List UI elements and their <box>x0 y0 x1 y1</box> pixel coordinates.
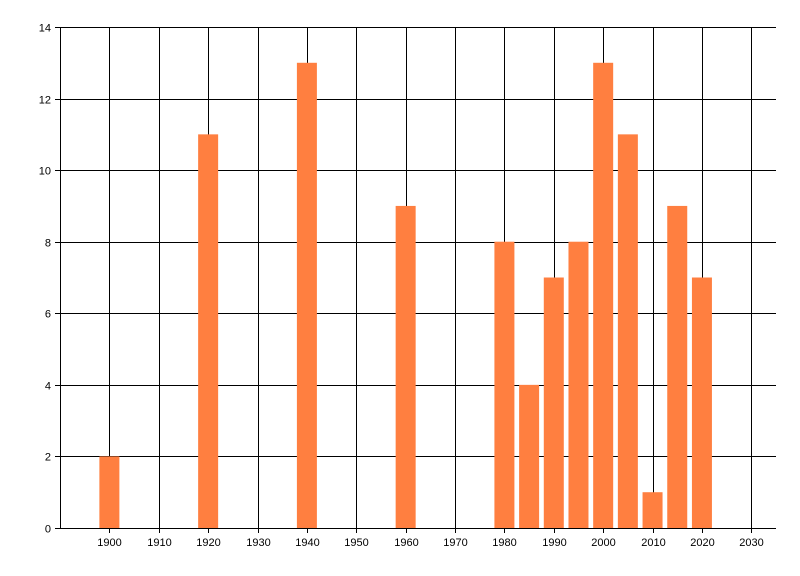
x-tick-label: 1920 <box>196 537 220 549</box>
x-tick-label: 1960 <box>394 537 418 549</box>
bar <box>691 277 712 528</box>
tick-labels: 0 2 4 6 8 10 12 14 1900 1910 1920 1930 1940 1950 1960 1… <box>39 23 764 550</box>
y-tick-label: 6 <box>45 309 51 321</box>
bar <box>198 134 219 528</box>
x-tick-label: 1930 <box>246 537 270 549</box>
bar <box>642 492 663 528</box>
x-tick-label: 1940 <box>295 537 319 549</box>
x-tick-label: 1900 <box>97 537 121 549</box>
x-tick-label: 1980 <box>492 537 516 549</box>
axes <box>55 27 776 533</box>
bar <box>593 62 614 529</box>
bar <box>395 205 416 528</box>
x-tick-label: 2030 <box>739 537 763 549</box>
bar <box>99 456 120 528</box>
x-tick-label: 1990 <box>542 537 566 549</box>
bar <box>519 384 540 528</box>
y-tick-label: 4 <box>45 381 51 393</box>
bars <box>99 62 712 529</box>
x-tick-label: 1950 <box>344 537 368 549</box>
y-tick-label: 8 <box>45 238 51 250</box>
x-tick-label: 2000 <box>591 537 615 549</box>
bar <box>494 241 515 528</box>
x-tick-label: 2010 <box>641 537 665 549</box>
y-tick-label: 2 <box>45 452 51 464</box>
bar <box>667 205 688 528</box>
bar <box>296 62 317 529</box>
x-tick-label: 2020 <box>690 537 714 549</box>
bar <box>617 134 638 528</box>
bar <box>543 277 564 528</box>
y-tick-label: 12 <box>39 95 51 107</box>
y-tick-label: 0 <box>45 524 51 536</box>
x-tick-label: 1970 <box>443 537 467 549</box>
bar <box>568 241 589 528</box>
y-tick-label: 14 <box>39 23 51 35</box>
x-tick-label: 1910 <box>147 537 171 549</box>
y-tick-label: 10 <box>39 166 51 178</box>
